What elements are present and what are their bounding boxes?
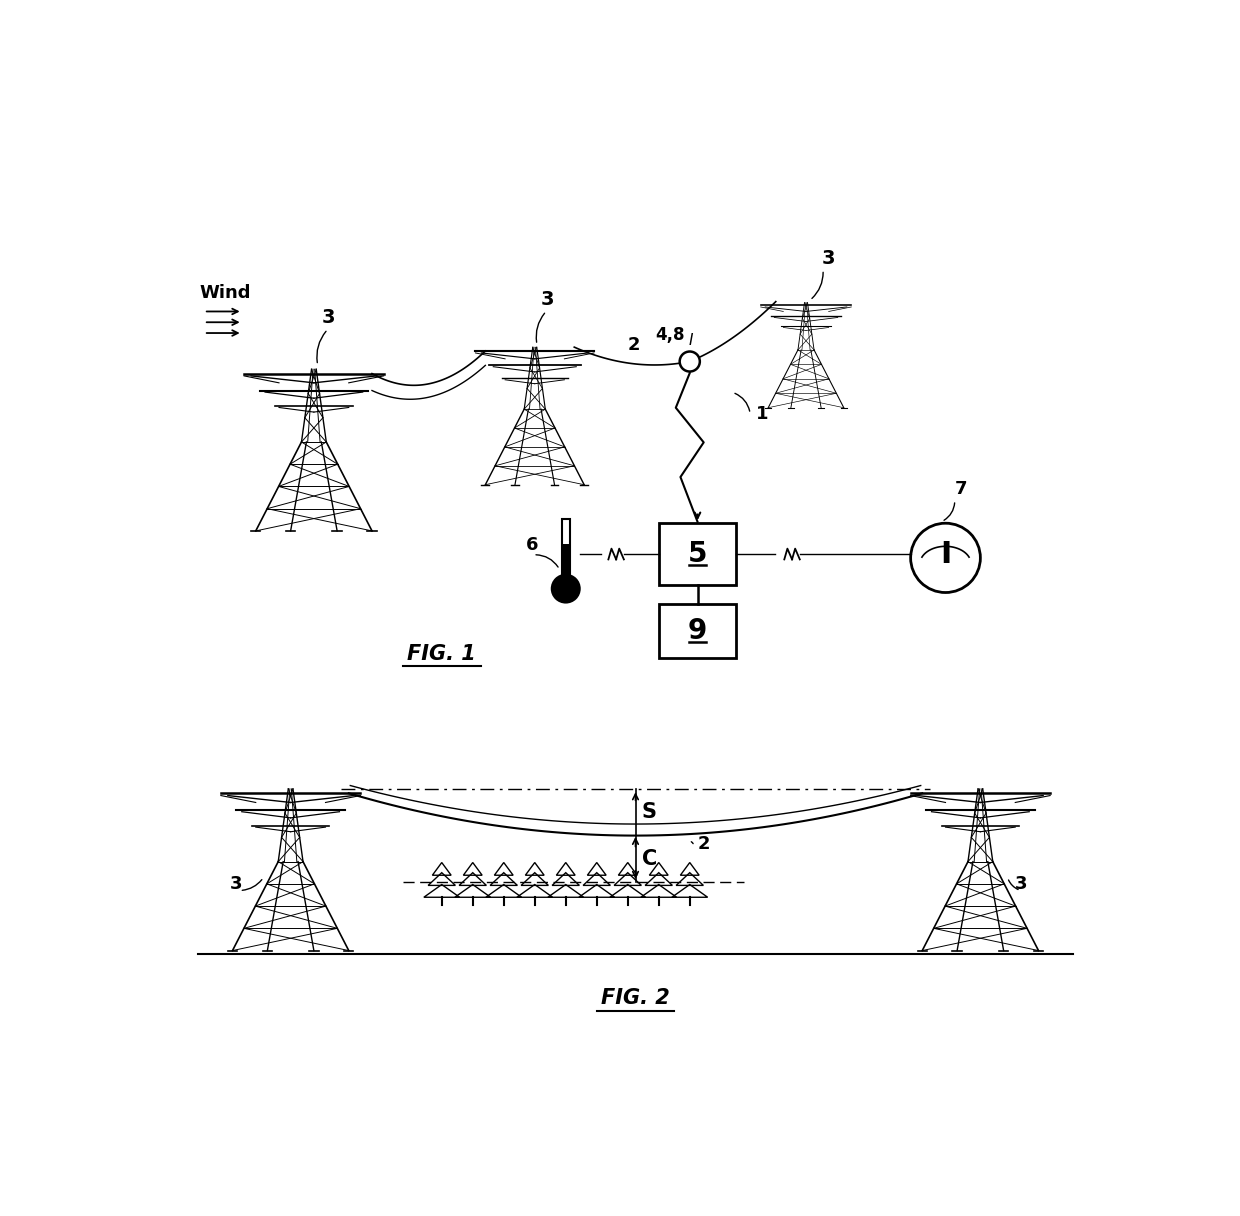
Text: 3: 3 [821,249,835,268]
Circle shape [680,351,699,372]
Text: 5: 5 [688,540,707,568]
Bar [658,523,737,585]
Text: C: C [642,849,657,868]
Text: Wind: Wind [200,283,252,302]
Bar [562,519,569,575]
Text: 6: 6 [526,536,538,554]
Text: 7: 7 [955,480,967,499]
Text: 3: 3 [541,289,554,309]
Text: I: I [688,333,693,348]
Text: 4,8: 4,8 [655,326,684,344]
Text: FIG. 1: FIG. 1 [408,644,476,664]
Text: S: S [642,803,657,822]
Text: 3: 3 [1016,876,1028,893]
Text: 3: 3 [231,876,243,893]
Bar [563,545,569,575]
Text: 3: 3 [321,308,335,327]
Text: 2: 2 [627,336,640,354]
Bar [658,604,737,658]
Text: 9: 9 [688,617,707,644]
Text: 2: 2 [697,835,711,854]
Text: 1: 1 [755,405,768,423]
Text: FIG. 2: FIG. 2 [601,989,670,1008]
Text: I: I [940,540,951,569]
Circle shape [552,575,580,603]
